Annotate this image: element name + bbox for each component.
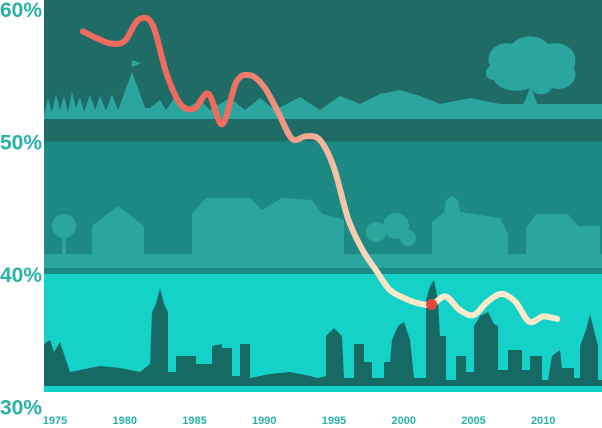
data-point xyxy=(233,79,239,85)
ground-strip xyxy=(44,254,602,268)
flag-icon xyxy=(132,60,141,72)
house-icon xyxy=(92,206,144,254)
x-tick-label: 2000 xyxy=(392,415,416,427)
data-point xyxy=(219,121,225,127)
tree-icon xyxy=(400,230,416,246)
data-point xyxy=(261,84,267,90)
house-icon xyxy=(526,214,600,254)
data-point xyxy=(345,215,351,221)
data-point xyxy=(359,246,365,252)
data-point xyxy=(401,295,407,301)
data-point xyxy=(205,91,211,97)
x-axis: 1975 1980 1985 1990 1995 2000 2005 2010 xyxy=(43,415,556,427)
data-point xyxy=(471,312,477,318)
house-icon xyxy=(432,196,508,254)
data-point xyxy=(247,72,253,78)
data-point xyxy=(457,307,463,313)
data-point xyxy=(540,313,546,319)
city-silhouette xyxy=(44,280,602,386)
tipi-icon xyxy=(118,72,146,110)
data-point xyxy=(526,319,532,325)
grass-strip xyxy=(44,90,602,119)
data-point xyxy=(192,105,198,111)
y-tick-label: 50% xyxy=(0,132,42,155)
x-tick-label: 1990 xyxy=(252,415,276,427)
data-point xyxy=(122,38,128,44)
series-layer xyxy=(79,14,561,326)
highlight-point xyxy=(426,298,438,310)
tree-icon xyxy=(366,222,386,242)
data-point xyxy=(136,17,142,23)
data-point xyxy=(498,291,504,297)
x-tick-label: 1980 xyxy=(113,415,137,427)
x-tick-label: 1985 xyxy=(182,415,206,427)
data-point xyxy=(164,71,170,77)
data-point xyxy=(80,29,86,35)
data-point xyxy=(275,109,281,115)
x-tick-label: 1975 xyxy=(43,415,67,427)
data-point xyxy=(373,267,379,273)
y-tick-label: 40% xyxy=(0,264,42,287)
data-point xyxy=(289,136,295,142)
background-bands xyxy=(44,0,602,392)
town-silhouette xyxy=(44,196,602,268)
data-point xyxy=(331,165,337,171)
series-line xyxy=(79,14,561,326)
data-point xyxy=(387,287,393,293)
data-point xyxy=(150,22,156,28)
y-tick-label: 60% xyxy=(0,0,42,22)
data-point xyxy=(108,40,114,46)
data-point xyxy=(554,316,560,322)
rural-silhouette xyxy=(44,36,602,119)
y-axis: 30% 40% 50% 60% xyxy=(0,0,42,420)
x-tick-label: 1995 xyxy=(322,415,346,427)
y-tick-label: 30% xyxy=(0,397,42,420)
data-point xyxy=(443,294,449,300)
data-point xyxy=(178,101,184,107)
x-tick-label: 2010 xyxy=(531,415,555,427)
house-icon xyxy=(192,198,344,254)
data-point xyxy=(303,133,309,139)
data-point xyxy=(94,35,100,41)
data-point xyxy=(415,300,421,306)
data-point xyxy=(484,299,490,305)
data-point xyxy=(512,299,518,305)
city-skyline xyxy=(44,280,602,386)
scenery-silhouettes xyxy=(44,36,602,386)
tree-icon xyxy=(52,214,76,238)
x-tick-label: 2005 xyxy=(461,415,485,427)
data-point xyxy=(317,137,323,143)
tree-icon xyxy=(485,36,576,118)
